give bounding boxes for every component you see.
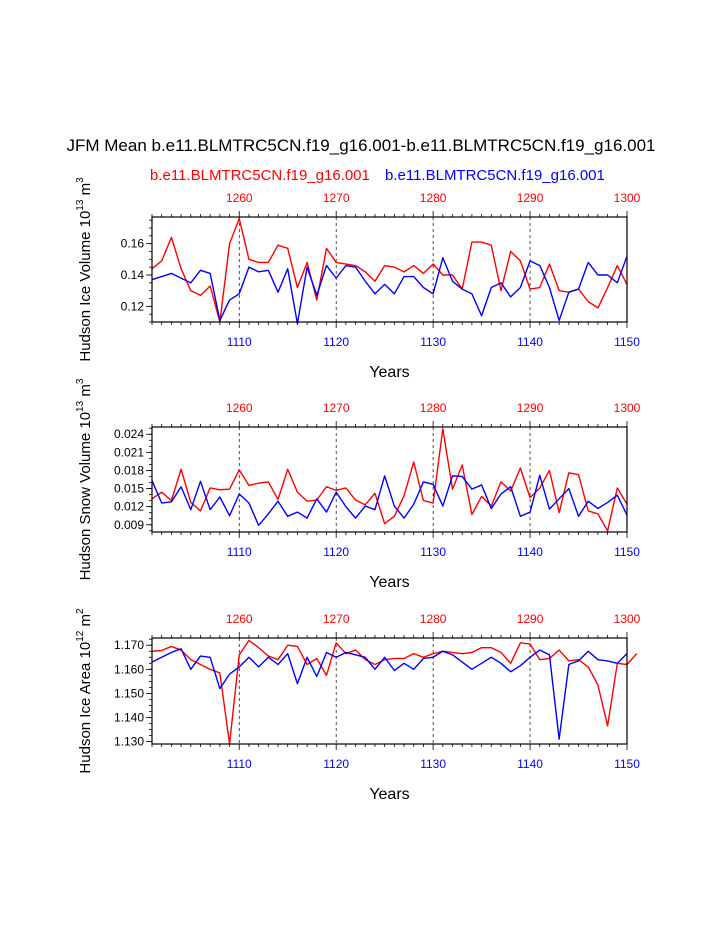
plot-frame (151, 637, 628, 745)
x2-tick-label: 1280 (420, 191, 447, 205)
y-tick-label: 1.160 (114, 662, 144, 676)
y-tick-label: 0.14 (121, 268, 145, 282)
series-line-blue (151, 648, 628, 740)
x-tick-label: 1150 (614, 757, 640, 771)
x-tick-label: 1110 (227, 335, 252, 349)
y-tick-label: 0.009 (114, 518, 144, 532)
legend-red-label: b.e11.BLMTRC5CN.f19_g16.001 (150, 167, 370, 184)
plot-frame (151, 216, 628, 323)
x-tick-label: 1120 (323, 757, 349, 771)
y-tick-label: 0.018 (114, 463, 144, 477)
x2-tick-label: 1280 (420, 612, 447, 626)
y-tick-label: 1.140 (114, 711, 144, 725)
x-tick-label: 1130 (420, 757, 446, 771)
x-tick-label: 1130 (420, 335, 446, 349)
series-line-red (151, 428, 628, 532)
y-tick-label: 0.015 (114, 482, 144, 496)
x2-tick-label: 1270 (323, 612, 350, 626)
x-tick-label: 1140 (517, 545, 543, 559)
panel-3: 1110 1120 1130 1140 1150 1260 1270 1280 1290 1300… (75, 608, 641, 803)
x2-tick-label: 1260 (226, 401, 253, 415)
x-tick-label: 1120 (323, 335, 349, 349)
x2-tick-label: 1270 (323, 191, 350, 205)
x2-tick-label: 1260 (226, 191, 253, 205)
x-axis-title: Years (369, 574, 409, 591)
x2-tick-label: 1270 (323, 401, 350, 415)
x-axis-title: Years (369, 364, 409, 381)
x-tick-label: 1150 (614, 545, 640, 559)
series-line-blue (151, 474, 628, 527)
series-line-red (151, 639, 638, 745)
chart-panels: 1110 1120 1130 1140 1150 1260 1270 1280 1290 1300… (75, 177, 641, 803)
x-tick-label: 1150 (614, 335, 640, 349)
x2-tick-label: 1300 (614, 191, 641, 205)
x2-tick-label: 1290 (517, 191, 544, 205)
x-tick-label: 1110 (227, 545, 252, 559)
x-tick-label: 1120 (323, 545, 349, 559)
x2-tick-label: 1260 (226, 612, 253, 626)
x-tick-label: 1130 (420, 545, 446, 559)
panel-1: 1110 1120 1130 1140 1150 1260 1270 1280 1290 1300… (75, 177, 641, 381)
x-tick-label: 1140 (517, 335, 543, 349)
y-tick-label: 0.16 (121, 237, 145, 251)
x2-tick-label: 1300 (614, 401, 641, 415)
series-line-blue (151, 255, 628, 325)
y-tick-label: 1.130 (114, 735, 144, 749)
x-tick-label: 1140 (517, 757, 543, 771)
y-axis-title: Hudson Ice Area 1012 m2 (75, 608, 94, 774)
y-tick-label: 0.024 (114, 427, 144, 441)
legend-blue-label: b.e11.BLMTRC5CN.f19_g16.001 (385, 167, 605, 184)
x2-tick-label: 1290 (517, 401, 544, 415)
plot-frame (151, 426, 628, 533)
y-tick-label: 1.170 (114, 638, 144, 652)
y-axis-title: Hudson Ice Volume 1013 m3 (75, 177, 94, 362)
y-axis-title: Hudson Snow Volume 1013 m3 (75, 378, 94, 580)
x2-tick-label: 1300 (614, 612, 641, 626)
chart-title: JFM Mean b.e11.BLMTRC5CN.f19_g16.001-b.e… (66, 136, 655, 155)
y-tick-label: 0.021 (114, 445, 144, 459)
x-tick-label: 1110 (227, 757, 252, 771)
x2-tick-label: 1280 (420, 401, 447, 415)
series-line-red (151, 217, 628, 323)
x2-tick-label: 1290 (517, 612, 544, 626)
x-axis-title: Years (369, 786, 409, 803)
y-tick-label: 1.150 (114, 686, 144, 700)
y-tick-label: 0.12 (121, 299, 145, 313)
y-tick-label: 0.012 (114, 500, 144, 514)
panel-2: 1110 1120 1130 1140 1150 1260 1270 1280 1290 1300… (75, 378, 641, 591)
